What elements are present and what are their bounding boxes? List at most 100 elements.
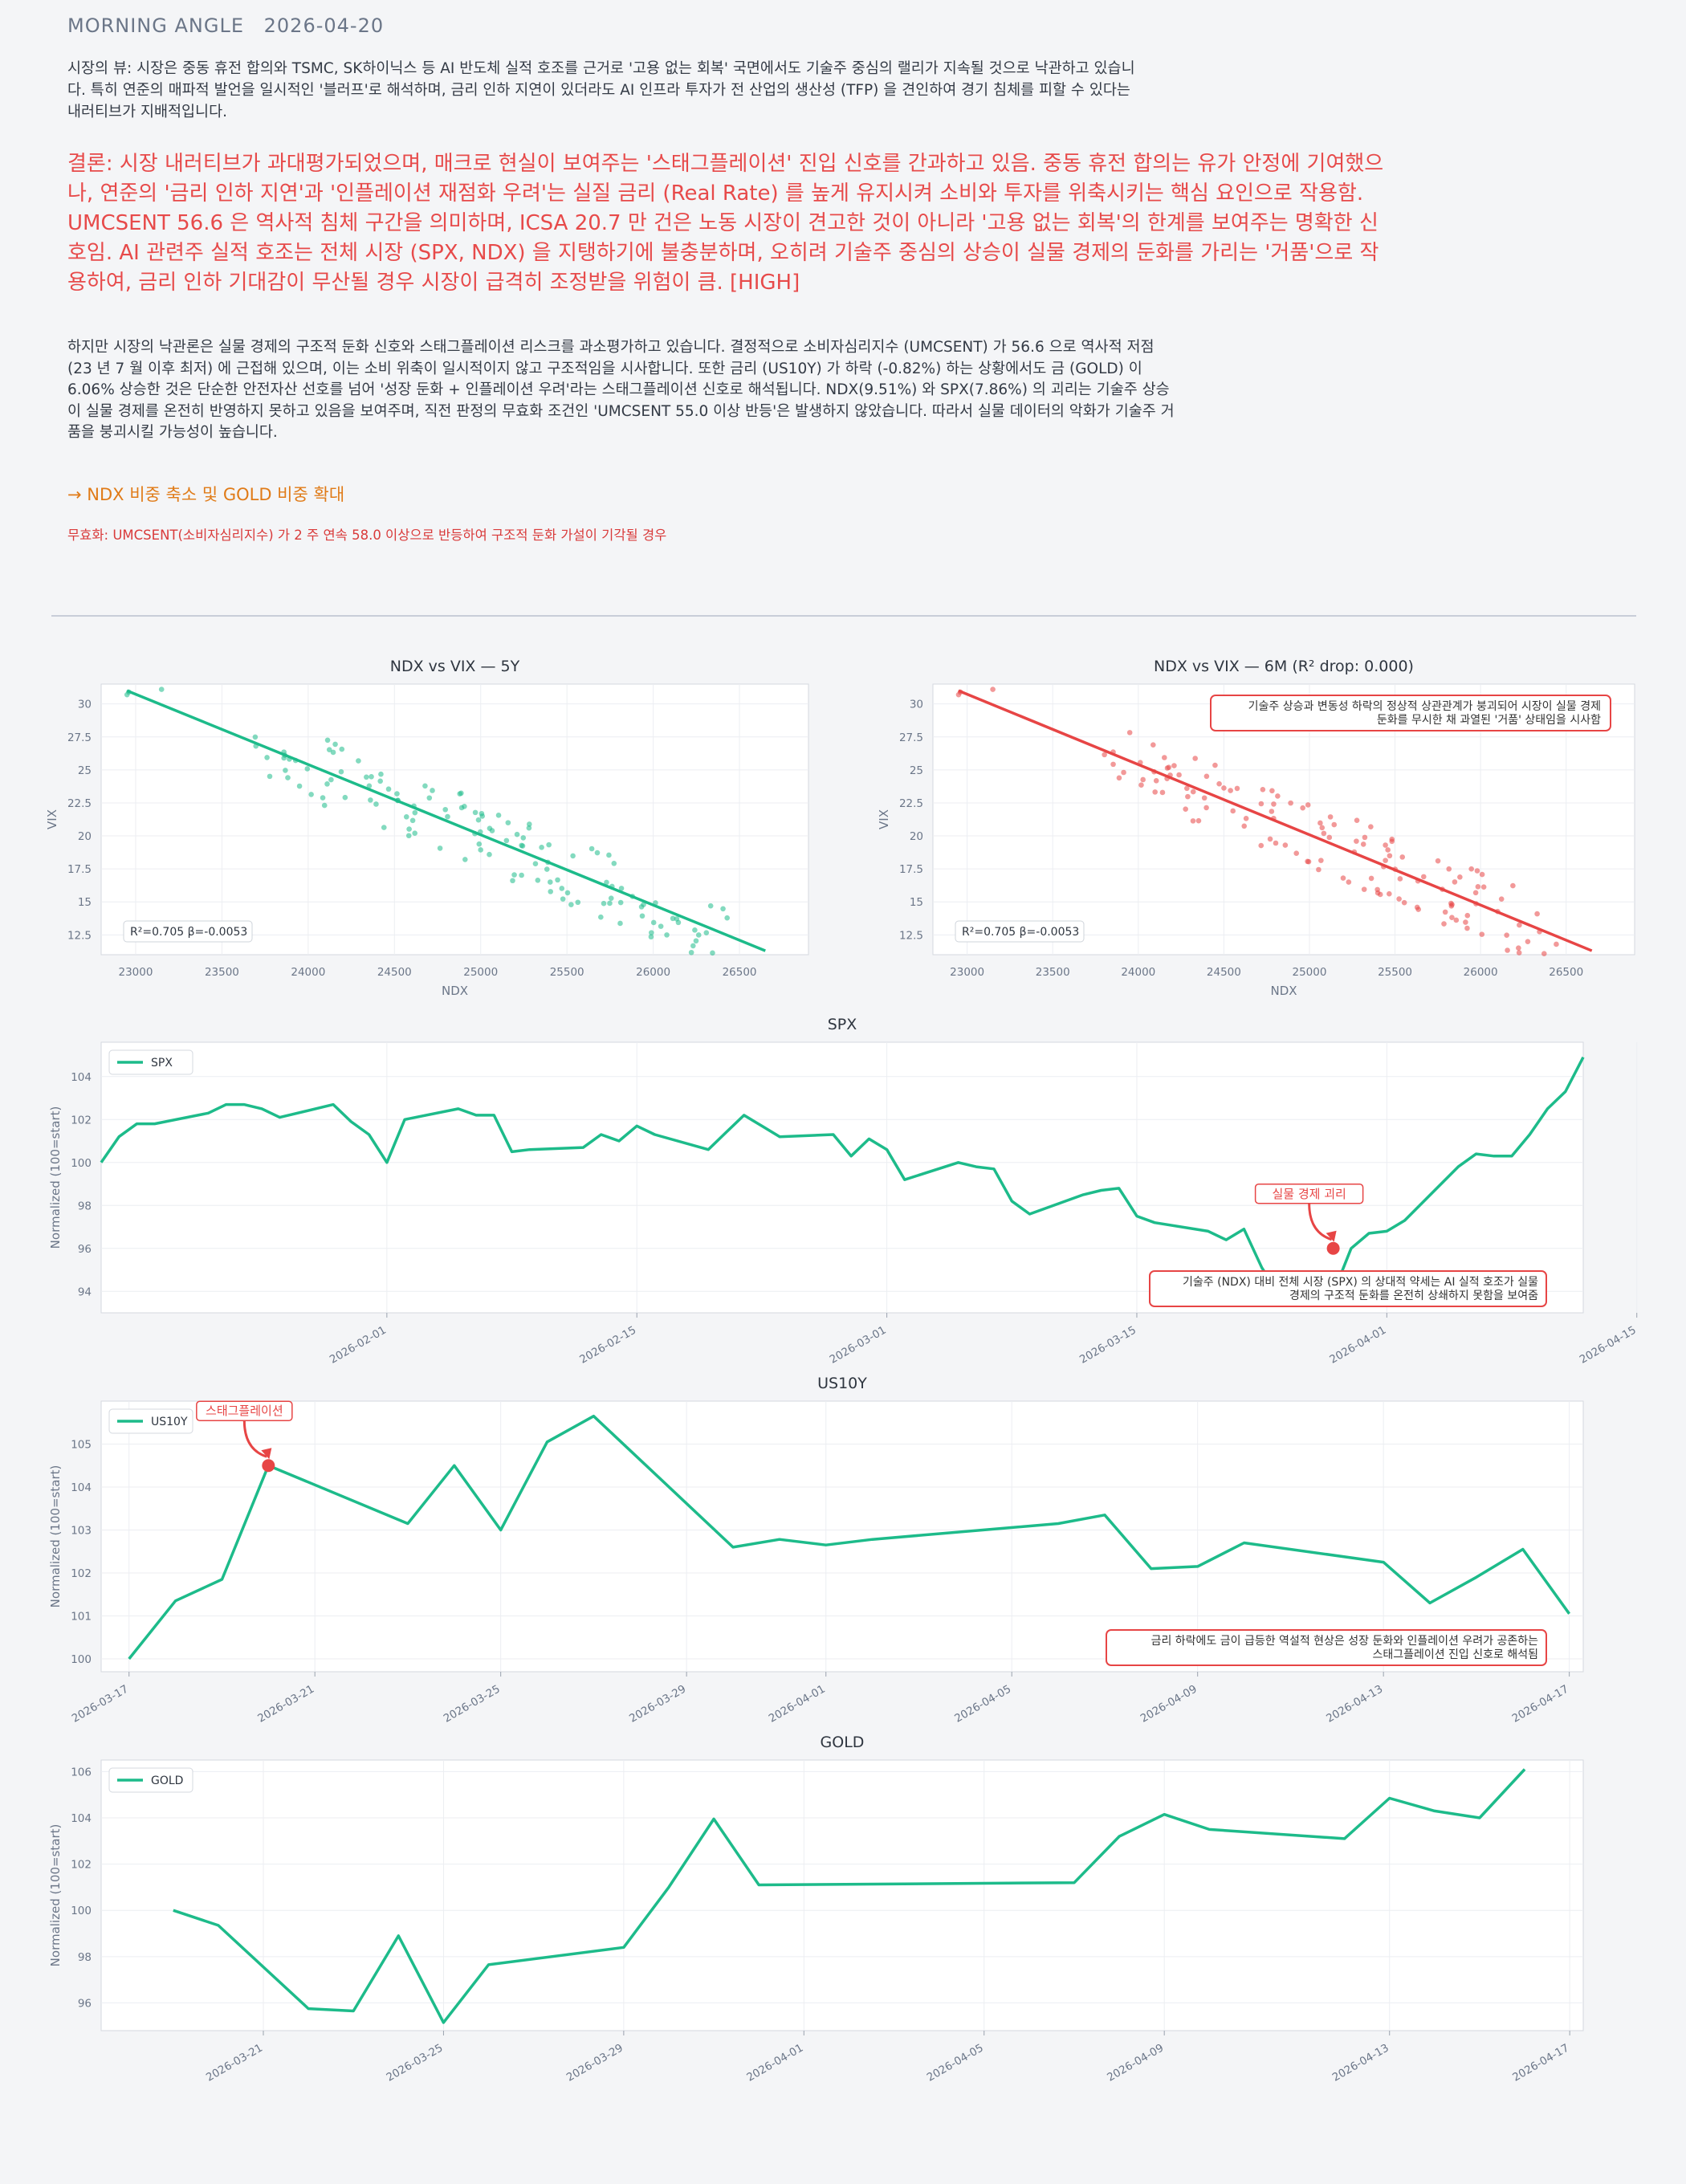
scatter6m-data-point — [1201, 795, 1207, 801]
scatter5y-data-point — [381, 825, 387, 830]
scatter6m-data-point — [1138, 782, 1144, 788]
scatter5y-stats-box — [123, 920, 253, 943]
scatter6m-data-point — [1140, 776, 1146, 783]
gold-legend — [108, 1767, 193, 1793]
scatter6m-data-point — [1435, 858, 1441, 864]
scatter5y-data-point — [308, 792, 314, 797]
scatter6m-data-point — [1221, 785, 1227, 791]
scatter5y-data-point — [364, 774, 369, 780]
scatter6m-data-point — [1184, 785, 1190, 792]
scatter5y-data-point — [462, 803, 467, 809]
gold-x-tick-label: 2026-04-01 — [744, 2042, 805, 2084]
scatter5y-data-point — [409, 817, 416, 824]
scatter6m-y-tick-label: 15 — [910, 896, 923, 909]
scatter6m-data-point — [1110, 761, 1116, 768]
scatter5y-data-point — [703, 930, 710, 935]
spx-marker-arrow — [1308, 1203, 1333, 1241]
scatter5y-data-point — [710, 950, 715, 956]
scatter6m-data-point — [1183, 806, 1188, 812]
scatter5y-data-point — [462, 857, 468, 862]
gold-y-tick-label: 96 — [78, 1997, 92, 2010]
scatter5y-data-point — [570, 853, 576, 859]
scatter5y-x-tick-label: 25500 — [550, 966, 584, 979]
gold-x-tick-label: 2026-03-25 — [384, 2042, 445, 2084]
scatter6m-data-point — [1516, 950, 1522, 956]
scatter6m-data-point — [1479, 931, 1485, 937]
scatter5y-data-point — [342, 794, 348, 801]
scatter5y-data-point — [611, 860, 617, 866]
scatter5y-data-point — [445, 813, 450, 820]
spx-annotation-box — [1149, 1270, 1547, 1307]
scatter5y-data-point — [639, 913, 645, 919]
scatter6m-data-point — [1383, 858, 1388, 863]
scatter5y-data-point — [437, 845, 443, 851]
scatter6m-x-axis-label: NDX — [1270, 984, 1297, 998]
scatter6m-data-point — [1228, 788, 1233, 793]
scatter6m-data-point — [1282, 842, 1289, 848]
scatter6m-data-point — [1152, 789, 1158, 795]
scatter5y-data-point — [394, 791, 400, 797]
scatter6m-data-point — [1164, 765, 1171, 771]
scatter6m-data-point — [1554, 941, 1559, 947]
report-header: MORNING ANGLE 2026-04-20 — [67, 14, 397, 37]
scatter6m-data-point — [1300, 805, 1305, 811]
scatter5y-data-point — [324, 737, 331, 744]
scatter5y-data-point — [544, 866, 550, 872]
us10y-x-tick-label: 2026-03-17 — [70, 1683, 131, 1726]
scatter6m-data-point — [1316, 866, 1322, 873]
scatter5y-data-point — [693, 938, 699, 944]
us10y-x-tick-label: 2026-03-25 — [442, 1683, 503, 1726]
scatter5y-data-point — [649, 930, 654, 935]
scatter5y-data-point — [560, 896, 566, 902]
scatter5y-data-point — [539, 845, 544, 850]
scatter5y-data-point — [598, 914, 604, 920]
scatter5y-x-tick-label: 23000 — [118, 966, 153, 979]
scatter6m-title: NDX vs VIX — 6M (R² drop: 0.000) — [1154, 658, 1414, 675]
scatter5y-data-point — [519, 872, 524, 878]
scatter5y-data-point — [510, 878, 515, 884]
scatter6m-data-point — [1472, 890, 1479, 896]
scatter5y-data-point — [690, 943, 696, 949]
analysis-text: 하지만 시장의 낙관론은 실물 경제의 구조적 둔화 신호와 스태그플레이션 리… — [67, 339, 1175, 441]
spx-annotation-line: 경제의 구조적 둔화를 온전히 상쇄하지 못함을 보여줌 — [1289, 1290, 1538, 1302]
scatter5y-x-tick-label: 24500 — [377, 966, 412, 979]
scatter5y-data-point — [368, 797, 373, 803]
scatter6m-data-point — [1442, 909, 1448, 915]
spx-marker-label: 실물 경제 괴리 — [1272, 1187, 1346, 1201]
scatter6m-data-point — [1318, 858, 1324, 863]
scatter6m-y-axis-label: VIX — [877, 809, 891, 829]
scatter6m-data-point — [1541, 951, 1547, 957]
spx-title: SPX — [828, 1016, 857, 1033]
scatter5y-data-point — [264, 755, 270, 760]
scatter6m-data-point — [1150, 742, 1156, 748]
scatter5y-data-point — [457, 791, 463, 797]
scatter6m-data-point — [1269, 809, 1275, 814]
scatter5y-data-point — [535, 877, 541, 883]
scatter5y-data-point — [658, 923, 664, 929]
scatter5y-data-point — [526, 821, 532, 827]
scatter6m-data-point — [1234, 785, 1240, 792]
gold-series-line — [173, 1768, 1526, 2024]
gold-y-tick-label: 100 — [71, 1905, 92, 1917]
scatter6m-data-point — [1452, 879, 1458, 885]
scatter6m-data-point — [1267, 836, 1273, 842]
scatter6m-data-point — [1475, 883, 1481, 890]
scatter6m-data-point — [1504, 932, 1509, 939]
scatter5y-data-point — [601, 900, 607, 907]
scatter5y-data-point — [618, 886, 625, 891]
spx-x-tick-label: 2026-04-15 — [1578, 1324, 1639, 1367]
scatter5y-y-tick-label: 17.5 — [67, 863, 92, 876]
scatter6m-data-point — [1346, 879, 1352, 885]
spx-x-tick-label: 2026-04-01 — [1327, 1324, 1388, 1367]
scatter5y-data-point — [568, 902, 574, 907]
scatter6m-data-point — [1321, 830, 1327, 837]
scatter5y-data-point — [479, 813, 486, 819]
scatter6m-data-point — [1340, 875, 1346, 881]
scatter6m-data-point — [1415, 907, 1421, 912]
scatter6m-y-tick-label: 30 — [910, 699, 923, 711]
us10y-annotation-line: 금리 하락에도 금이 급등한 역설적 현상은 성장 둔화와 인플레이션 우려가 … — [1151, 1635, 1539, 1648]
scatter6m-data-point — [1203, 773, 1210, 780]
scatter6m-data-point — [1505, 947, 1510, 953]
scatter6m-stats-label: R²=0.705 β=-0.0053 — [962, 926, 1079, 939]
scatter5y-y-tick-label: 22.5 — [67, 797, 92, 810]
